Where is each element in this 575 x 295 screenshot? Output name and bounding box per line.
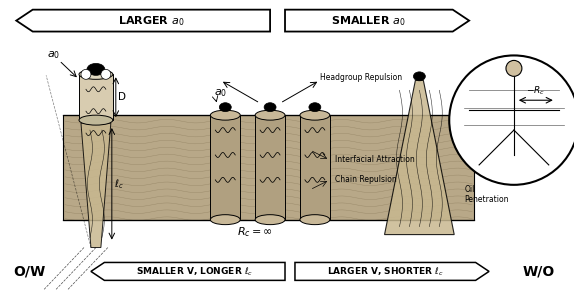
Bar xyxy=(63,115,474,220)
Text: Headgroup Repulsion: Headgroup Repulsion xyxy=(320,73,402,82)
Circle shape xyxy=(449,55,575,185)
Text: $a_0$: $a_0$ xyxy=(47,50,60,61)
Text: SMALLER $a_0$: SMALLER $a_0$ xyxy=(331,14,407,27)
Text: SMALLER V, LONGER $\ell_c$: SMALLER V, LONGER $\ell_c$ xyxy=(136,265,254,278)
Polygon shape xyxy=(295,263,489,280)
Bar xyxy=(79,74,113,120)
Ellipse shape xyxy=(300,215,330,224)
Polygon shape xyxy=(285,10,469,32)
Polygon shape xyxy=(81,123,111,248)
Text: Oil
Penetration: Oil Penetration xyxy=(464,185,509,204)
Polygon shape xyxy=(91,263,285,280)
Text: LARGER $a_0$: LARGER $a_0$ xyxy=(118,14,185,27)
Text: LARGER V, SHORTER $\ell_c$: LARGER V, SHORTER $\ell_c$ xyxy=(327,265,444,278)
Text: D: D xyxy=(118,92,126,102)
Circle shape xyxy=(81,69,91,79)
Ellipse shape xyxy=(255,215,285,224)
Text: W/O: W/O xyxy=(523,264,555,278)
Polygon shape xyxy=(16,10,270,32)
Ellipse shape xyxy=(79,115,113,125)
Bar xyxy=(300,115,330,220)
Ellipse shape xyxy=(210,215,240,224)
Bar xyxy=(210,115,240,220)
Text: $a_0$: $a_0$ xyxy=(214,87,227,99)
Polygon shape xyxy=(385,80,454,235)
Ellipse shape xyxy=(300,110,330,120)
Text: $\ell_c$: $\ell_c$ xyxy=(114,177,124,191)
Text: O/W: O/W xyxy=(13,264,45,278)
Ellipse shape xyxy=(264,103,276,112)
Text: $-R_c$: $-R_c$ xyxy=(526,84,546,96)
Text: Interfacial Attraction: Interfacial Attraction xyxy=(335,155,415,164)
Ellipse shape xyxy=(255,110,285,120)
Text: Chain Repulsion: Chain Repulsion xyxy=(335,175,397,184)
Circle shape xyxy=(506,60,522,76)
Ellipse shape xyxy=(87,63,105,75)
Ellipse shape xyxy=(219,103,231,112)
Bar xyxy=(255,115,285,220)
Text: $R_c = \infty$: $R_c = \infty$ xyxy=(237,225,273,238)
Ellipse shape xyxy=(309,103,321,112)
Ellipse shape xyxy=(79,69,113,79)
Ellipse shape xyxy=(210,110,240,120)
Ellipse shape xyxy=(413,72,426,81)
Circle shape xyxy=(101,69,111,79)
